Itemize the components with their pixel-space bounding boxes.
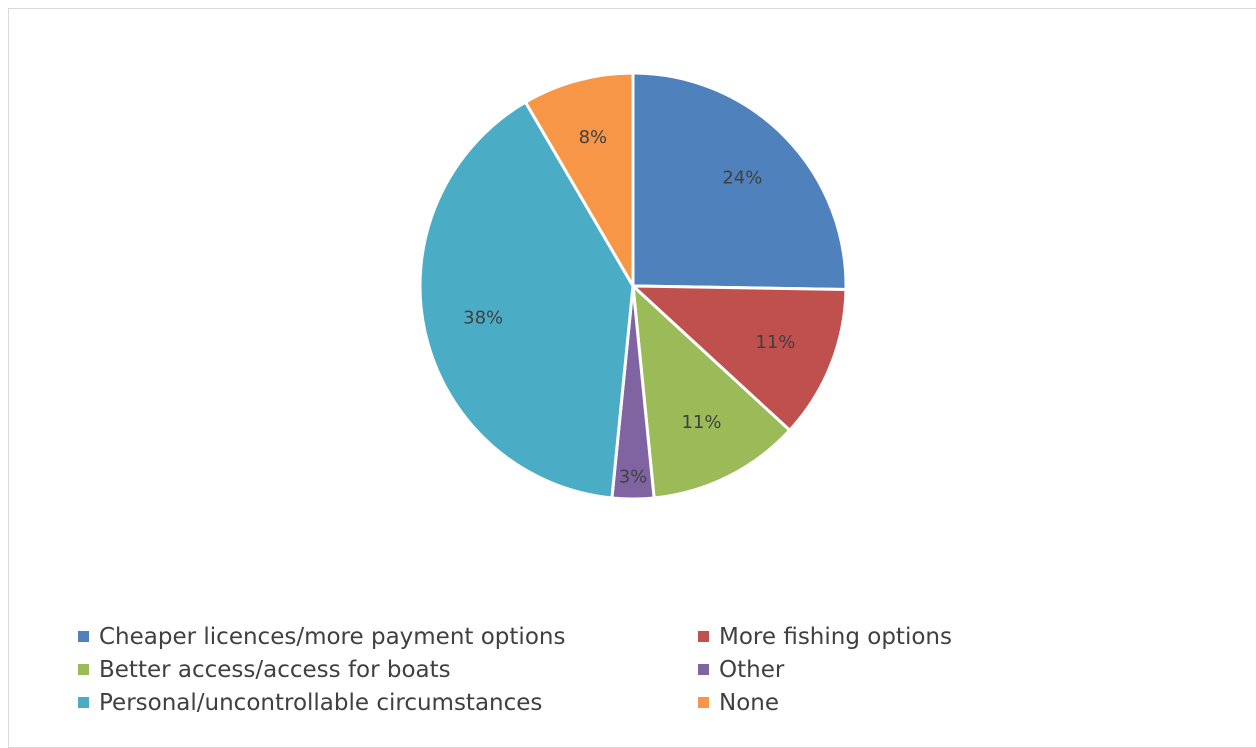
data-label-more-fishing-options: 11%	[755, 332, 795, 353]
legend-swatch	[78, 664, 89, 675]
data-label-better-access-access-for-boats: 11%	[681, 412, 721, 433]
legend-label: Cheaper licences/more payment options	[99, 623, 566, 650]
legend-item-personal-circumstances: Personal/uncontrollable circumstances	[78, 686, 698, 719]
legend-label: Better access/access for boats	[99, 656, 451, 683]
pie-slice-none	[523, 71, 635, 292]
legend-swatch	[78, 697, 89, 708]
legend-item-more-fishing-options: More fishing options	[698, 620, 1098, 653]
pie-slice-cheaper-licences-more-payment-options	[631, 71, 848, 292]
pie-slice-personal-uncontrollable-circumstances	[418, 100, 635, 500]
legend-item-cheaper-licences: Cheaper licences/more payment options	[78, 620, 698, 653]
legend-label: None	[719, 689, 780, 716]
data-label-cheaper-licences-more-payment-options: 24%	[722, 167, 762, 188]
legend-item-none: None	[698, 686, 1098, 719]
pie-chart: 24% 11% 11% 3% 38% 8%	[418, 71, 848, 501]
legend-label: More fishing options	[719, 623, 952, 650]
legend-swatch	[78, 631, 89, 642]
legend-label: Personal/uncontrollable circumstances	[99, 689, 543, 716]
data-label-none: 8%	[579, 127, 608, 148]
legend-item-other: Other	[698, 653, 1098, 686]
pie-slice-more-fishing-options	[629, 284, 848, 433]
legend-item-better-access: Better access/access for boats	[78, 653, 698, 686]
pie-slice-better-access-access-for-boats	[631, 282, 792, 500]
data-label-personal-uncontrollable-circumstances: 38%	[463, 308, 503, 329]
legend-swatch	[698, 664, 709, 675]
legend-swatch	[698, 631, 709, 642]
data-label-other: 3%	[619, 467, 648, 488]
chart-legend: Cheaper licences/more payment options Mo…	[78, 620, 1098, 719]
legend-label: Other	[719, 656, 785, 683]
legend-swatch	[698, 697, 709, 708]
